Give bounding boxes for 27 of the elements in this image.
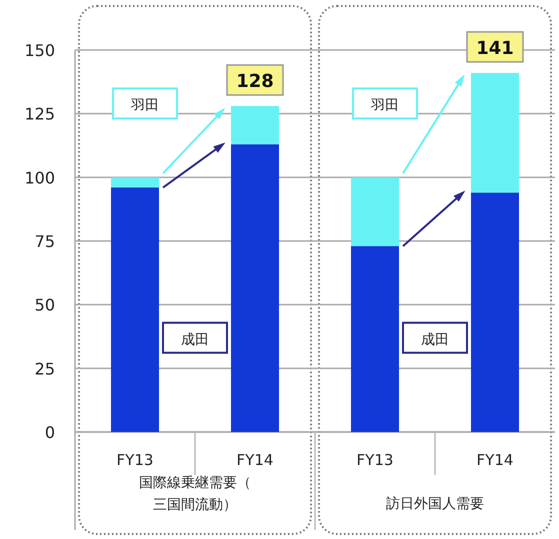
bar [111,177,159,188]
bar [111,188,159,432]
text: 羽田 [130,97,159,114]
total-label: 128 [236,71,274,92]
text: 国際線乗継需要（三国間流動） [139,475,251,513]
y-tick-label: 75 [34,232,55,251]
x-tick-label: FY13 [116,451,154,469]
text: 訪日外国人需要 [386,496,484,512]
y-tick-label: 0 [44,423,55,442]
bar [471,72,519,193]
bar [471,192,519,432]
y-tick-label: 50 [34,296,55,315]
y-tick-label: 25 [34,359,55,378]
series-label: 成田 [181,332,209,348]
total-label: 141 [476,38,514,59]
bar [351,177,399,246]
y-tick-label: 150 [24,41,55,60]
x-tick-label: FY14 [476,451,514,469]
y-tick-label: 125 [24,104,55,124]
bar [351,246,399,432]
text: 成田 [421,332,449,348]
x-tick-label: FY14 [236,451,274,469]
bar [231,144,279,432]
bar [231,106,279,144]
x-tick-label: FY13 [356,451,394,469]
text: 羽田 [371,97,399,114]
y-tick-label: 100 [24,168,55,188]
